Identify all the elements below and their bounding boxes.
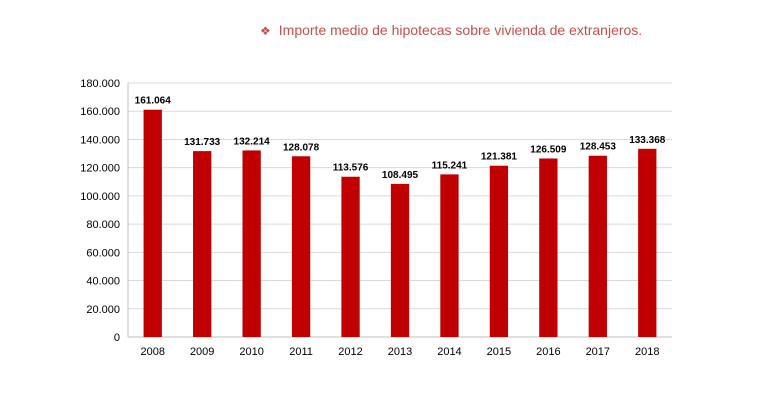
data-label: 108.495 [382, 170, 419, 181]
y-tick-label: 0 [114, 332, 120, 344]
y-tick-label: 140.000 [80, 134, 120, 146]
bar [390, 183, 410, 337]
data-label: 128.453 [580, 142, 617, 153]
bar [638, 148, 657, 337]
x-tick-label: 2016 [536, 346, 560, 358]
bar [539, 158, 558, 337]
bar [242, 150, 261, 337]
y-tick-label: 40.000 [86, 276, 120, 288]
data-label: 133.368 [629, 135, 666, 146]
bullet-icon: ❖ [260, 24, 271, 38]
y-tick-label: 60.000 [86, 247, 120, 259]
x-tick-label: 2014 [437, 346, 461, 358]
x-tick-label: 2017 [586, 346, 610, 358]
x-tick-label: 2015 [487, 346, 511, 358]
data-label: 161.064 [135, 96, 172, 107]
bar [143, 109, 162, 338]
y-tick-label: 160.000 [80, 106, 120, 118]
data-label: 132.214 [234, 136, 271, 147]
data-label: 126.509 [530, 144, 567, 155]
y-tick-label: 120.000 [80, 163, 120, 175]
x-tick-label: 2013 [388, 346, 412, 358]
x-tick-label: 2018 [635, 346, 659, 358]
data-label: 113.576 [333, 163, 369, 174]
x-tick-label: 2011 [289, 346, 313, 358]
y-tick-label: 20.000 [86, 304, 120, 316]
bar [291, 156, 311, 337]
x-tick-label: 2009 [190, 346, 214, 358]
bar [588, 155, 607, 337]
chart-title: ❖ Importe medio de hipotecas sobre vivien… [260, 22, 642, 38]
x-tick-label: 2012 [338, 346, 362, 358]
data-label: 121.381 [481, 152, 518, 163]
bar [440, 174, 459, 337]
y-tick-label: 180.000 [80, 78, 120, 90]
data-label: 115.241 [432, 160, 468, 171]
chart-title-text: Importe medio de hipotecas sobre viviend… [278, 22, 643, 38]
y-tick-label: 100.000 [80, 191, 120, 203]
bar [193, 151, 212, 337]
data-label: 128.078 [283, 142, 320, 153]
data-label: 131.733 [184, 137, 221, 148]
x-tick-label: 2008 [140, 346, 164, 358]
x-tick-label: 2010 [239, 346, 263, 358]
y-tick-label: 80.000 [86, 219, 120, 231]
bar [489, 165, 509, 337]
bar [341, 176, 360, 337]
